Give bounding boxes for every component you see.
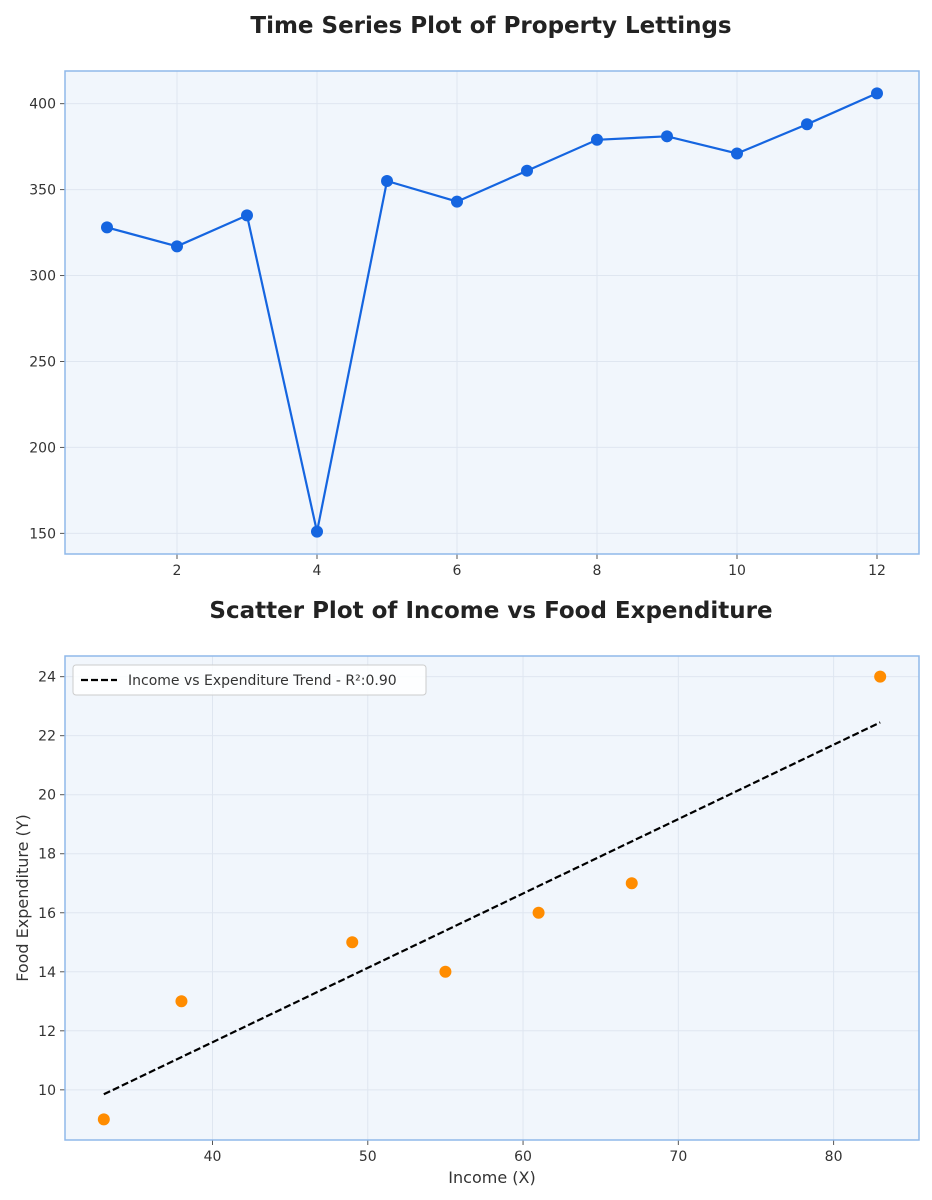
data-point (661, 130, 673, 143)
y-tick-label: 250 (29, 354, 56, 370)
x-axis-ticks: 2 4 6 8 10 12 (173, 554, 886, 579)
x-tick-label: 80 (825, 1149, 843, 1165)
scatter-point (874, 670, 887, 683)
y-tick-label: 16 (38, 906, 56, 922)
x-tick-label: 40 (204, 1149, 222, 1165)
y-tick-label: 18 (38, 847, 56, 863)
data-point (521, 164, 533, 177)
x-axis-ticks: 40 50 60 70 80 (204, 1140, 843, 1165)
x-tick-label: 8 (593, 563, 602, 579)
legend-box (72, 664, 427, 696)
data-point (801, 118, 813, 131)
x-axis-label: Income (X) (448, 1168, 535, 1187)
scatter-point (175, 995, 188, 1008)
data-point (451, 195, 463, 208)
x-tick-label: 60 (514, 1149, 532, 1165)
legend: Income vs Expenditure Trend - R²:0.90 (72, 664, 427, 696)
chart-title: Time Series Plot of Property Lettings (250, 13, 731, 39)
data-point (101, 221, 113, 234)
x-tick-label: 6 (453, 563, 462, 579)
plot-area (65, 656, 919, 1140)
scatter-chart: Scatter Plot of Income vs Food Expenditu… (13, 598, 920, 1187)
series-line (106, 92, 878, 532)
data-point (311, 525, 323, 538)
x-tick-label: 4 (313, 563, 322, 579)
y-tick-label: 14 (38, 965, 56, 981)
data-point (731, 147, 743, 160)
y-tick-label: 200 (29, 440, 56, 456)
y-axis-label: Food Expenditure (Y) (13, 814, 32, 982)
trend-line (103, 721, 881, 1096)
time-series-chart: Time Series Plot of Property Lettings 2 4… (29, 13, 920, 579)
y-tick-label: 22 (38, 729, 56, 745)
data-point (591, 133, 603, 146)
x-tick-label: 50 (359, 1149, 377, 1165)
scatter-point (625, 877, 638, 890)
x-tick-label: 70 (669, 1149, 687, 1165)
y-tick-label: 400 (29, 97, 56, 113)
y-tick-label: 150 (29, 526, 56, 542)
series-points (101, 87, 883, 538)
chart-title: Scatter Plot of Income vs Food Expenditu… (209, 598, 772, 624)
data-point (241, 209, 253, 222)
data-point (871, 87, 883, 100)
y-axis-ticks: 10 12 14 16 18 20 22 24 (38, 670, 65, 1099)
data-point (381, 175, 393, 188)
scatter-point (346, 936, 359, 949)
scatter-point (439, 965, 452, 978)
grid (65, 71, 919, 554)
y-tick-label: 24 (38, 670, 56, 686)
x-tick-label: 10 (728, 563, 746, 579)
grid (65, 656, 919, 1140)
legend-label: Income vs Expenditure Trend - R²:0.90 (128, 673, 397, 689)
scatter-point (97, 1113, 110, 1126)
scatter-point (532, 906, 545, 919)
scatter-points (97, 670, 887, 1126)
plot-area (65, 71, 919, 554)
y-tick-label: 350 (29, 183, 56, 199)
y-axis-ticks: 150 200 250 300 350 400 (29, 97, 65, 542)
y-tick-label: 300 (29, 269, 56, 285)
y-tick-label: 20 (38, 788, 56, 804)
x-tick-label: 2 (173, 563, 182, 579)
plot-frame (64, 655, 920, 1141)
y-tick-label: 12 (38, 1024, 56, 1040)
data-point (171, 240, 183, 253)
y-tick-label: 10 (38, 1083, 56, 1099)
x-tick-label: 12 (868, 563, 886, 579)
plot-frame (64, 70, 920, 555)
